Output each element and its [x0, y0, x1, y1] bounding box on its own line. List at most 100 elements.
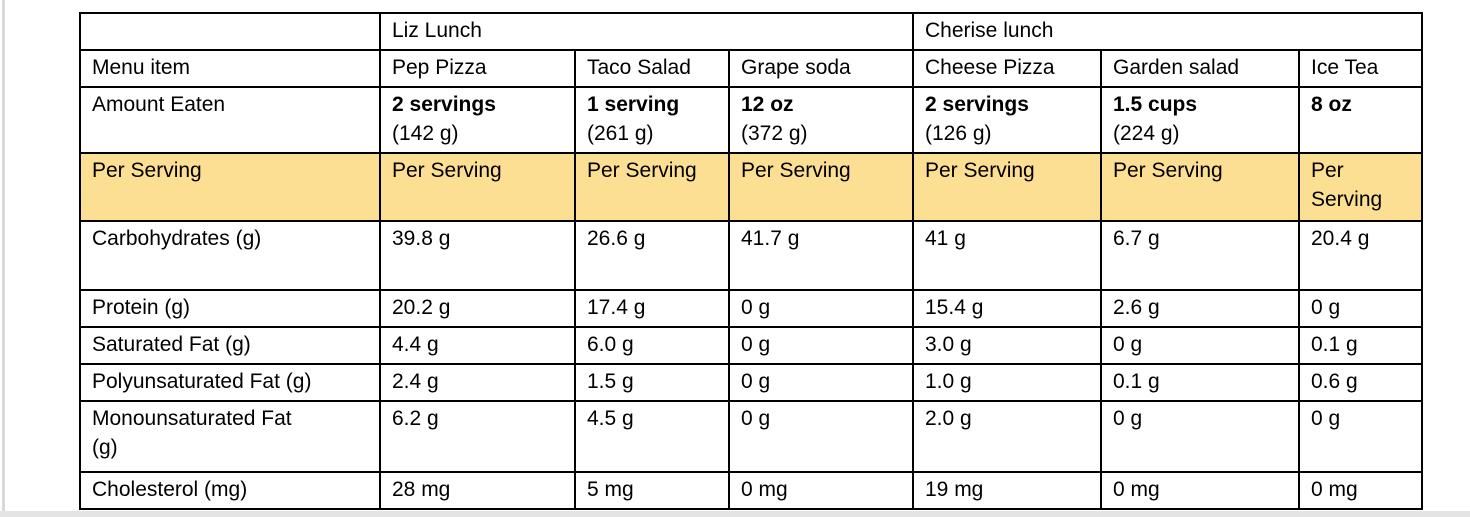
nutrient-value: 0 g [741, 332, 771, 356]
menu-item-cell-pep-pizza[interactable]: Pep Pizza [379, 48, 576, 88]
nutrient-value-cell[interactable]: 0 g [1100, 399, 1300, 473]
menu-item-header-cell[interactable]: Menu item [79, 48, 381, 88]
nutrient-label-cell[interactable]: Monounsaturated Fat (g) [79, 399, 381, 473]
per-serving-label: Per Serving [1113, 158, 1223, 182]
per-serving-label: Per Serving [925, 158, 1035, 182]
nutrient-value-cell[interactable]: 2.6 g [1100, 288, 1300, 328]
menu-item-cell-grape-soda[interactable]: Grape soda [728, 48, 914, 88]
nutrient-value: 6.2 g [392, 406, 439, 430]
nutrient-value-cell[interactable]: 20.2 g [379, 288, 576, 328]
per-serving-cell[interactable]: Per Serving [79, 151, 381, 222]
per-serving-label: Per Serving [587, 158, 697, 182]
nutrient-value-cell[interactable]: 19 mg [912, 470, 1102, 510]
nutrient-value: 5 mg [587, 477, 634, 501]
nutrient-value-cell[interactable]: 20.4 g [1297, 219, 1424, 291]
amount-cell[interactable]: 1 serving (261 g) [574, 85, 730, 154]
per-serving-cell[interactable]: Per Serving [912, 151, 1102, 222]
nutrient-value-cell[interactable]: 41 g [912, 219, 1102, 291]
nutrient-value-cell[interactable]: 1.0 g [912, 362, 1102, 402]
nutrient-label: Protein (g) [92, 295, 191, 319]
amount-cell[interactable]: 8 oz [1297, 85, 1424, 154]
nutrient-value-cell[interactable]: 4.5 g [574, 399, 730, 473]
nutrient-value-cell[interactable]: 41.7 g [728, 219, 914, 291]
per-serving-cell[interactable]: Per Serving [1297, 151, 1424, 222]
per-serving-cell[interactable]: Per Serving [728, 151, 914, 222]
nutrient-label-cell[interactable]: Carbohydrates (g) [79, 219, 381, 291]
amount-cell[interactable]: 2 servings (126 g) [912, 85, 1102, 154]
nutrient-value-cell[interactable]: 39.8 g [379, 219, 576, 291]
group-header-label: Liz Lunch [392, 19, 482, 42]
nutrient-label: Polyunsaturated Fat (g) [92, 369, 312, 393]
nutrient-value: 41.7 g [741, 226, 800, 250]
nutrient-value-cell[interactable]: 6.0 g [574, 325, 730, 365]
nutrient-value: 3.0 g [925, 332, 972, 356]
nutrient-label-cell[interactable]: Protein (g) [79, 288, 381, 328]
nutrient-value-cell[interactable]: 6.7 g [1100, 219, 1300, 291]
menu-item-cell-taco-salad[interactable]: Taco Salad [574, 48, 730, 88]
nutrient-value-cell[interactable]: 0.6 g [1297, 362, 1424, 402]
nutrient-value: 26.6 g [587, 226, 646, 250]
nutrient-value-cell[interactable]: 4.4 g [379, 325, 576, 365]
nutrient-value-cell[interactable]: 15.4 g [912, 288, 1102, 328]
nutrient-value-cell[interactable]: 0 g [728, 325, 914, 365]
amount-cell[interactable]: 1.5 cups (224 g) [1100, 85, 1300, 154]
nutrient-value-cell[interactable]: 0.1 g [1297, 325, 1424, 365]
nutrient-value-cell[interactable]: 6.2 g [379, 399, 576, 473]
nutrient-value: 0.6 g [1311, 369, 1358, 393]
group-header-liz-lunch[interactable]: Liz Lunch [379, 12, 914, 51]
amount-grams: (126 g) [925, 121, 992, 145]
nutrient-value-cell[interactable]: 0 g [1297, 288, 1424, 328]
nutrient-value-cell[interactable]: 26.6 g [574, 219, 730, 291]
nutrient-label-cell[interactable]: Saturated Fat (g) [79, 325, 381, 365]
nutrient-value-cell[interactable]: 0 g [728, 399, 914, 473]
menu-item-cell-ice-tea[interactable]: Ice Tea [1297, 48, 1424, 88]
per-serving-cell[interactable]: Per Serving [574, 151, 730, 222]
nutrient-value: 0 g [1113, 406, 1143, 430]
amount-grams: (142 g) [392, 121, 459, 145]
nutrient-value-cell[interactable]: 1.5 g [574, 362, 730, 402]
nutrient-value-cell[interactable]: 0 mg [1297, 470, 1424, 510]
amount-eaten-label-cell[interactable]: Amount Eaten [79, 85, 381, 154]
nutrient-value-cell[interactable]: 2.4 g [379, 362, 576, 402]
nutrient-row-monounsaturated-fat: Monounsaturated Fat (g) 6.2 g 4.5 g 0 g … [79, 399, 1424, 473]
amount-eaten-label: Amount Eaten [92, 92, 226, 116]
nutrient-value: 0.1 g [1113, 369, 1160, 393]
nutrient-value-cell[interactable]: 0 g [728, 362, 914, 402]
nutrient-value-cell[interactable]: 2.0 g [912, 399, 1102, 473]
menu-item-cell-garden-salad[interactable]: Garden salad [1100, 48, 1300, 88]
nutrient-value: 0.1 g [1311, 332, 1358, 356]
corner-empty-cell[interactable] [79, 12, 381, 51]
nutrient-value: 2.0 g [925, 406, 972, 430]
nutrient-value-cell[interactable]: 0 mg [728, 470, 914, 510]
menu-item-label: Cheese Pizza [925, 55, 1055, 79]
nutrient-value-cell[interactable]: 3.0 g [912, 325, 1102, 365]
nutrient-value-cell[interactable]: 0 g [1297, 399, 1424, 473]
amount-quantity: 2 servings [392, 92, 496, 116]
nutrient-value: 0 g [741, 406, 771, 430]
nutrient-value-cell[interactable]: 28 mg [379, 470, 576, 510]
nutrient-row-cholesterol: Cholesterol (mg) 28 mg 5 mg 0 mg 19 mg 0… [79, 470, 1424, 510]
amount-cell[interactable]: 12 oz (372 g) [728, 85, 914, 154]
nutrient-value-cell[interactable]: 17.4 g [574, 288, 730, 328]
menu-item-label: Grape soda [741, 55, 851, 79]
nutrient-value-cell[interactable]: 0 mg [1100, 470, 1300, 510]
nutrient-label-cell[interactable]: Cholesterol (mg) [79, 470, 381, 510]
amount-cell[interactable]: 2 servings (142 g) [379, 85, 576, 154]
group-header-cherise-lunch[interactable]: Cherise lunch [911, 12, 1424, 51]
nutrient-value: 17.4 g [587, 295, 646, 319]
nutrient-value: 1.0 g [925, 369, 972, 393]
per-serving-cell[interactable]: Per Serving [1100, 151, 1300, 222]
nutrient-label-cell[interactable]: Polyunsaturated Fat (g) [79, 362, 381, 402]
nutrient-value: 4.5 g [587, 406, 634, 430]
per-serving-cell[interactable]: Per Serving [379, 151, 576, 222]
nutrient-value-cell[interactable]: 0 g [728, 288, 914, 328]
nutrient-label: Saturated Fat (g) [92, 332, 251, 356]
menu-item-cell-cheese-pizza[interactable]: Cheese Pizza [912, 48, 1102, 88]
nutrient-value-cell[interactable]: 0.1 g [1100, 362, 1300, 402]
nutrient-value-cell[interactable]: 5 mg [574, 470, 730, 510]
nutrient-value: 0 g [1113, 332, 1143, 356]
nutrient-value-cell[interactable]: 0 g [1100, 325, 1300, 365]
nutrient-value: 2.4 g [392, 369, 439, 393]
amount-quantity: 2 servings [925, 92, 1029, 116]
nutrient-value: 20.4 g [1311, 226, 1370, 250]
